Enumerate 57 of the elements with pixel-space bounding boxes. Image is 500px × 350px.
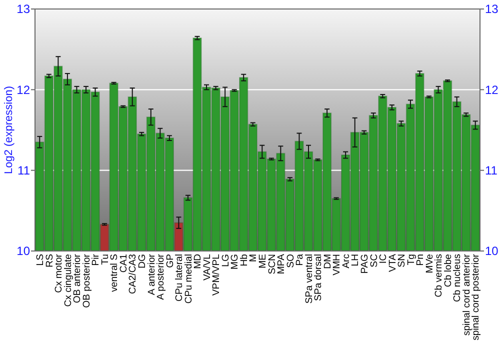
- y2-tick-label: 11: [485, 164, 498, 178]
- x-tick-label: Cx motor: [54, 253, 65, 293]
- x-tick-label: PAG: [359, 254, 370, 274]
- x-tick-label: VA/VL: [202, 253, 213, 280]
- x-tick-label: ventral S: [109, 254, 120, 292]
- x-tick-label: Tu: [100, 254, 111, 265]
- x-tick-label: Hb: [238, 254, 250, 266]
- x-tick-label: MVe: [424, 254, 436, 274]
- x-tick-label: Cb nucleus: [452, 254, 464, 302]
- x-tick-label: VPM/VPL: [211, 253, 222, 296]
- x-tick-label: M: [248, 254, 260, 262]
- x-tick-label: Cb vermis: [434, 254, 445, 298]
- x-tick-label: Cb lobe: [442, 254, 454, 288]
- x-tick-label: ME: [257, 254, 268, 268]
- y-tick-label: 10: [16, 244, 30, 258]
- x-tick-label: Arc: [340, 254, 352, 268]
- x-tick-label: MG: [230, 254, 241, 270]
- y-tick-label: 13: [16, 2, 30, 16]
- x-tick-label: SCN: [266, 254, 278, 274]
- x-tick-label: CA1: [118, 254, 130, 273]
- y2-tick-label: 13: [485, 2, 499, 16]
- y-tick-label: 12: [16, 82, 30, 97]
- y-tick-label: 11: [18, 164, 30, 178]
- x-tick-label: CA2/CA3: [128, 254, 139, 294]
- x-tick-label: MD: [192, 254, 204, 269]
- x-tick-label: DG: [136, 254, 148, 268]
- x-tick-label: Pa: [294, 253, 306, 266]
- x-tick-label: Tg: [406, 254, 417, 266]
- x-tick-label: VMH: [332, 254, 343, 276]
- x-tick-label: Pir: [90, 253, 102, 266]
- x-tick-label: LS: [34, 254, 46, 266]
- x-tick-label: OB posterior: [81, 253, 92, 308]
- x-tick-label: LG: [220, 254, 232, 267]
- x-tick-label: SN: [396, 254, 408, 268]
- x-tick-label: RS: [44, 254, 56, 268]
- x-tick-label: A anterior: [146, 253, 158, 296]
- x-tick-label: SPa ventral: [304, 254, 315, 304]
- y-axis-title: Log2 (expression): [2, 86, 15, 174]
- y2-tick-label: 12: [485, 82, 499, 97]
- x-tick-label: LH: [350, 254, 362, 266]
- x-tick-label: Pn: [415, 254, 426, 266]
- x-tick-label: CPu lateral: [174, 254, 186, 302]
- x-tick-label: SPa dorsal: [313, 254, 324, 301]
- x-tick-label: spinal cord anterior: [461, 253, 472, 336]
- x-tick-label: Cx cingulate: [62, 254, 74, 307]
- x-tick-label: IC: [378, 254, 390, 264]
- x-tick-label: VTA: [387, 253, 398, 272]
- x-tick-label: MPA: [276, 253, 288, 274]
- x-tick-label: DM: [322, 254, 334, 269]
- x-tick-label: OB anterior: [72, 253, 84, 304]
- x-tick-label: SO: [285, 254, 296, 268]
- x-tick-label: CPu medial: [183, 254, 194, 304]
- x-tick-label: GP: [164, 254, 176, 268]
- y2-tick-label: 10: [485, 244, 499, 258]
- x-tick-label: spinal cord posterior: [470, 253, 482, 340]
- x-tick-label: SC: [368, 254, 380, 268]
- x-tick-label: A posterior: [156, 253, 167, 300]
